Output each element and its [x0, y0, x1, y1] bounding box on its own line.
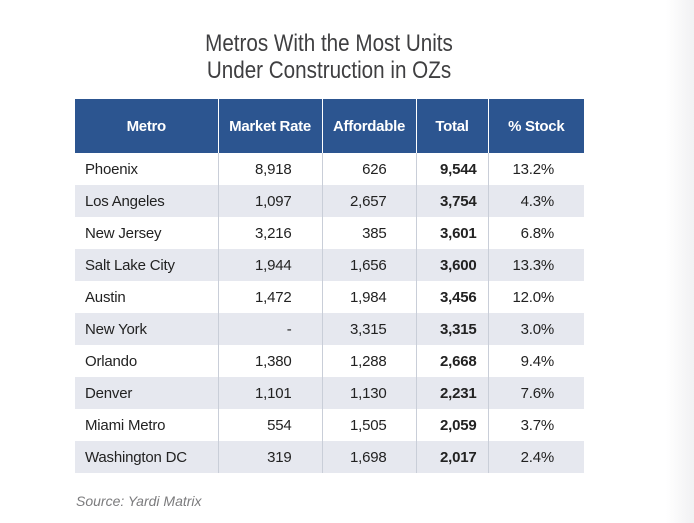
- cell-total: 3,600: [416, 249, 489, 281]
- cell-pct-stock: 4.3%: [488, 185, 584, 217]
- cell-total: 3,754: [416, 185, 489, 217]
- cell-metro: Salt Lake City: [75, 249, 219, 281]
- cell-market-rate: 8,918: [218, 153, 323, 185]
- cell-market-rate: 1,944: [218, 249, 323, 281]
- cell-market-rate: -: [218, 313, 323, 345]
- cell-pct-stock: 6.8%: [520, 224, 555, 242]
- chart-title-line-1: Metros With the Most Units: [205, 30, 453, 57]
- cell-total: 2,017: [416, 441, 489, 473]
- cell-total: 2,059: [416, 409, 489, 441]
- header-row: Metro Market Rate Affordable Total % Sto…: [75, 99, 584, 153]
- cell-pct-stock: 3.0%: [488, 313, 584, 345]
- cell-pct-stock: 7.6%: [488, 377, 584, 409]
- cell-pct-stock: 12.0%: [512, 288, 554, 306]
- cell-affordable: 385: [322, 217, 417, 249]
- cell-market-rate: 1,380: [218, 345, 323, 377]
- cell-affordable: 626: [322, 153, 417, 185]
- cell-market-rate: 319: [218, 441, 323, 473]
- cell-affordable: 1,984: [322, 281, 417, 313]
- column-header-pct-stock: % Stock: [488, 99, 584, 153]
- cell-metro: Orlando: [75, 345, 219, 377]
- cell-total: 2,668: [416, 345, 489, 377]
- table-row: New Jersey 3,216 385 3,601 6.8%: [75, 217, 584, 249]
- cell-total: 2,231: [416, 377, 489, 409]
- cell-affordable: 1,698: [322, 441, 417, 473]
- cell-total: 3,601: [416, 217, 489, 249]
- cell-metro: Los Angeles: [75, 185, 219, 217]
- cell-market-rate: 3,216: [218, 217, 323, 249]
- cell-affordable: 1,288: [322, 345, 417, 377]
- cell-metro: Denver: [75, 377, 219, 409]
- table-row: Denver 1,101 1,130 2,231 7.6%: [75, 377, 584, 409]
- table-row: Miami Metro 554 1,505 2,059 3.7%: [75, 409, 584, 441]
- cell-metro: Phoenix: [75, 153, 219, 185]
- table-row: Los Angeles 1,097 2,657 3,754 4.3%: [75, 185, 584, 217]
- cell-affordable: 1,656: [322, 249, 417, 281]
- column-header-affordable: Affordable: [322, 99, 417, 153]
- cell-pct-stock: 13.2%: [512, 160, 554, 178]
- table-row: Salt Lake City 1,944 1,656 3,600 13.3%: [75, 249, 584, 281]
- cell-market-rate: 1,097: [218, 185, 323, 217]
- table-header: Metro Market Rate Affordable Total % Sto…: [75, 99, 584, 153]
- cell-metro: New York: [75, 313, 219, 345]
- column-header-metro: Metro: [75, 99, 219, 153]
- cell-pct-stock: 13.3%: [488, 249, 584, 281]
- table-row: Orlando 1,380 1,288 2,668 9.4%: [75, 345, 584, 377]
- cell-pct-stock: 2.4%: [488, 441, 584, 473]
- cell-affordable: 3,315: [322, 313, 417, 345]
- cell-affordable: 1,130: [322, 377, 417, 409]
- table-body: Phoenix 8,918 626 9,544 13.2% Los Angeles 1,09…: [75, 153, 584, 473]
- cell-affordable: 2,657: [322, 185, 417, 217]
- cell-total: 3,315: [416, 313, 489, 345]
- cell-market-rate: 554: [218, 409, 323, 441]
- table-row: New York -3,315 3,315 3.0%: [75, 313, 584, 345]
- chart-title-line-2: Under Construction in OZs: [206, 57, 452, 84]
- cell-metro: New Jersey: [75, 217, 219, 249]
- column-header-market-rate: Market Rate: [218, 99, 323, 153]
- cell-metro: Washington DC: [75, 441, 219, 473]
- chart-title: Metros With the Most Units Under Constru…: [111, 30, 548, 84]
- cell-pct-stock: 9.4%: [520, 352, 555, 370]
- cell-total: 9,544: [416, 153, 489, 185]
- table-row: Phoenix 8,918 626 9,544 13.2%: [75, 153, 584, 185]
- cell-market-rate: 1,101: [218, 377, 323, 409]
- cell-metro: Austin: [75, 281, 219, 313]
- table-row: Austin 1,472 1,984 3,456 12.0%: [75, 281, 584, 313]
- cell-metro: Miami Metro: [75, 409, 219, 441]
- source-note: Source: Yardi Matrix: [76, 493, 202, 509]
- cell-affordable: 1,505: [322, 409, 417, 441]
- column-header-total: Total: [416, 99, 489, 153]
- cell-market-rate: 1,472: [218, 281, 323, 313]
- cell-pct-stock: 3.7%: [520, 416, 555, 434]
- page-edge-shade: [666, 0, 694, 523]
- metros-table: Metro Market Rate Affordable Total % Sto…: [75, 99, 584, 473]
- cell-total: 3,456: [416, 281, 489, 313]
- table-row: Washington DC 319 1,698 2,017 2.4%: [75, 441, 584, 473]
